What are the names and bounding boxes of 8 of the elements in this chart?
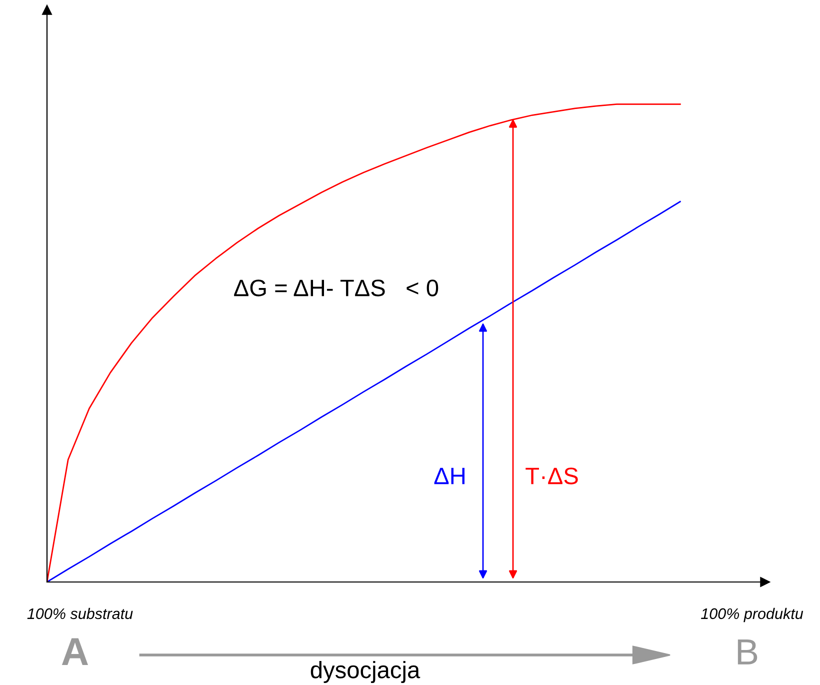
text: dysocjacja bbox=[310, 660, 420, 684]
annotation: ΔG = ΔH- TΔS < 0 bbox=[234, 280, 438, 296]
text: A bbox=[62, 638, 88, 666]
text: 100% substratu bbox=[27, 608, 133, 620]
annotation: T·ΔS bbox=[526, 468, 578, 484]
annotation: ΔH bbox=[434, 468, 464, 484]
text: B bbox=[738, 639, 758, 664]
text: 100% produktu bbox=[701, 608, 804, 622]
